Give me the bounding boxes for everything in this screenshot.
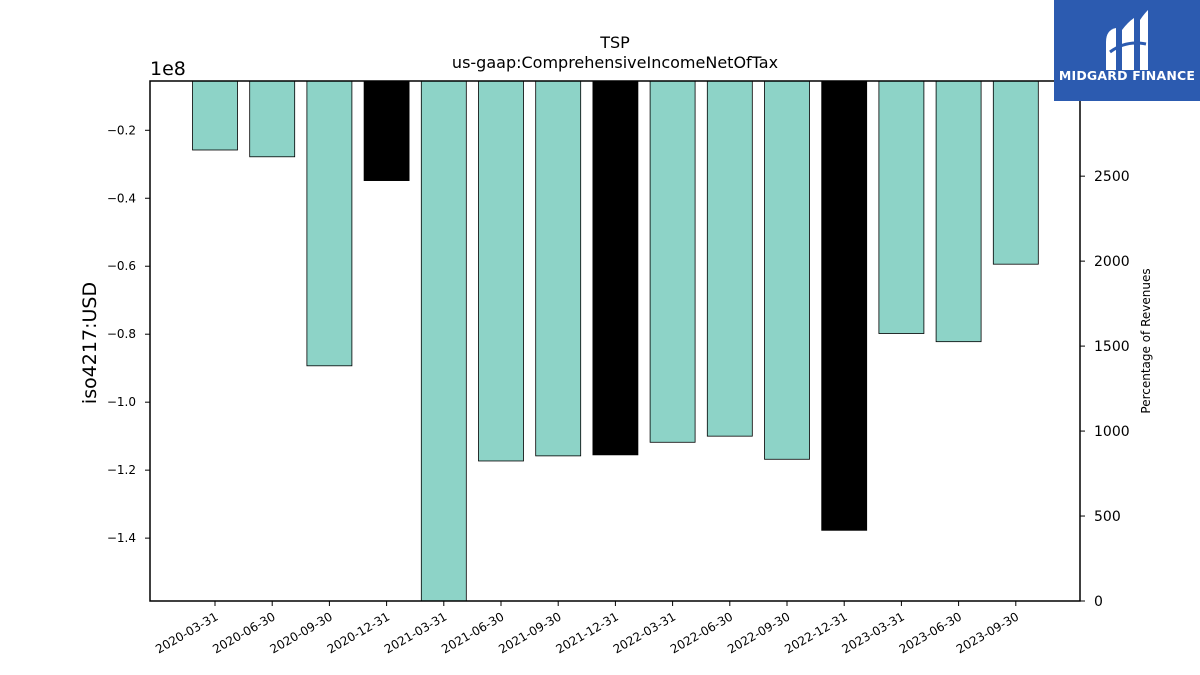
x-tick-label: 2021-06-30 [439, 609, 506, 656]
y2-tick-label: 2500 [1094, 169, 1130, 185]
plot-frame [149, 80, 1081, 602]
midgard-logo-icon [1106, 10, 1148, 70]
bar-2021-03-31 [420, 80, 467, 602]
bar-2021-06-30 [478, 80, 524, 462]
x-tick-label: 2021-09-30 [496, 609, 563, 656]
x-tick-label: 2020-06-30 [210, 609, 277, 656]
bar-2023-06-30 [935, 80, 982, 343]
bar-2020-06-30 [249, 80, 296, 158]
bar-2020-03-31 [192, 80, 238, 151]
x-tick-label: 2022-03-31 [611, 609, 678, 656]
x-tick-label: 2023-06-30 [897, 609, 964, 656]
y-tick-label: −1.0 [107, 395, 136, 409]
y-tick-label: −0.4 [107, 191, 136, 205]
bar-2023-03-31 [878, 80, 925, 334]
y2-axis-label: Percentage of Revenues [1139, 268, 1153, 413]
chart-subtitle: us-gaap:ComprehensiveIncomeNetOfTax [452, 53, 778, 72]
y-offset-label: 1e8 [150, 58, 186, 80]
y2-tick-label: 1500 [1094, 339, 1130, 355]
y-tick-label: −0.2 [107, 123, 136, 137]
x-tick-label: 2021-03-31 [382, 609, 449, 656]
x-tick-label: 2022-12-31 [782, 609, 849, 656]
midgard-finance-logo: MIDGARD FINANCE [1054, 0, 1200, 101]
x-tick-label: 2023-09-30 [954, 609, 1021, 656]
y-tick-label: −1.2 [107, 463, 136, 477]
bar-2023-09-30 [992, 80, 1039, 265]
bar-2020-12-31 [363, 80, 410, 181]
y-axis-label: iso4217:USD [79, 282, 101, 404]
y2-tick-label: 500 [1094, 509, 1121, 525]
x-tick-label: 2023-03-31 [839, 609, 906, 656]
y2-tick-label: 0 [1094, 594, 1103, 610]
x-tick-label: 2020-12-31 [325, 609, 392, 656]
y-tick-label: −0.6 [107, 259, 136, 273]
chart-title: TSP [599, 33, 630, 52]
bar-2022-12-31 [821, 80, 868, 531]
x-tick-label: 2022-09-30 [725, 609, 792, 656]
bars-group [192, 80, 1039, 602]
bar-2021-09-30 [535, 80, 582, 457]
bar-2022-09-30 [764, 80, 810, 460]
y-tick-label: −1.4 [107, 531, 136, 545]
x-ticks-group: 2020-03-312020-06-302020-09-302020-12-31… [153, 601, 1021, 656]
bar-2020-09-30 [306, 80, 353, 367]
y2-tick-label: 1000 [1094, 424, 1130, 440]
x-tick-label: 2020-09-30 [267, 609, 334, 656]
x-tick-label: 2020-03-31 [153, 609, 220, 656]
bar-2021-12-31 [592, 80, 639, 456]
y-tick-label: −0.8 [107, 327, 136, 341]
x-tick-label: 2022-06-30 [668, 609, 735, 656]
x-tick-label: 2021-12-31 [553, 609, 620, 656]
bar-2022-03-31 [649, 80, 696, 443]
y2-ticks-group: 0 500 1000 1500 2000 2500 [1080, 169, 1130, 610]
bar-2022-06-30 [706, 80, 753, 437]
y2-tick-label: 2000 [1094, 254, 1130, 270]
logo-text: MIDGARD FINANCE [1058, 68, 1196, 83]
y-ticks-group: −0.2 −0.4 −0.6 −0.8 −1.0 −1.2 −1.4 [107, 123, 150, 545]
